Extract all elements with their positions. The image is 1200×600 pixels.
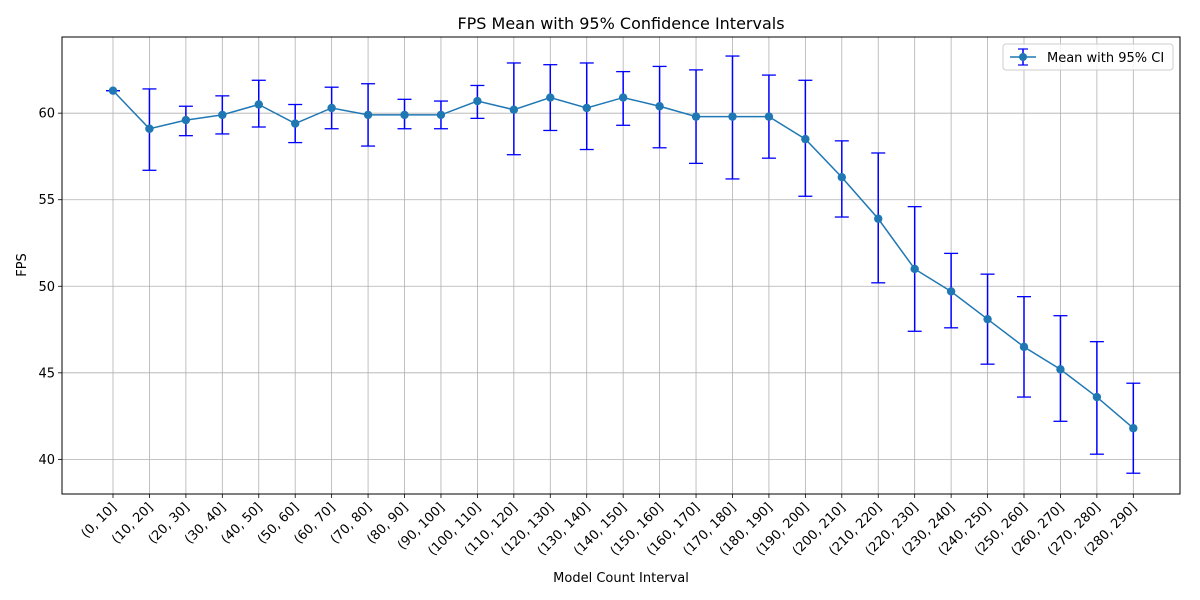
data-point (400, 110, 409, 120)
y-tick-label: 55 (38, 193, 55, 208)
data-point (363, 110, 373, 120)
data-point (145, 124, 154, 133)
data-point (546, 93, 555, 102)
legend-label: Mean with 95% CI (1047, 51, 1164, 66)
data-point (837, 173, 846, 182)
data-point (108, 86, 118, 95)
data-point (764, 112, 774, 121)
data-point (436, 110, 446, 120)
y-tick-label: 40 (38, 453, 55, 468)
data-point (509, 105, 519, 114)
y-tick-label: 45 (38, 366, 55, 381)
data-point (254, 100, 263, 109)
chart-title: FPS Mean with 95% Confidence Intervals (457, 14, 784, 33)
data-point (801, 134, 810, 144)
data-point (218, 110, 227, 120)
data-layer (106, 55, 1141, 474)
y-tick-label: 60 (38, 107, 55, 122)
data-point (582, 103, 591, 113)
data-point (983, 314, 992, 324)
data-point (946, 287, 956, 296)
x-axis-label: Model Count Interval (553, 571, 689, 586)
data-point (291, 119, 300, 128)
data-point (473, 96, 482, 106)
legend-marker (1019, 53, 1027, 61)
legend: Mean with 95% CI (1002, 43, 1174, 71)
plot-area-frame (61, 36, 1181, 495)
data-point (1056, 365, 1065, 374)
data-point (874, 214, 883, 223)
data-point (1092, 392, 1102, 402)
data-point (655, 102, 664, 111)
data-point (1129, 424, 1138, 433)
data-point (327, 103, 336, 113)
legend-box (1002, 43, 1174, 71)
data-point (618, 93, 628, 102)
data-point (1019, 342, 1029, 352)
data-point (691, 112, 701, 121)
y-axis-label: FPS (15, 253, 30, 277)
y-tick-label: 50 (38, 280, 55, 295)
data-point (181, 115, 191, 125)
data-point (728, 112, 737, 121)
data-point (910, 264, 919, 274)
